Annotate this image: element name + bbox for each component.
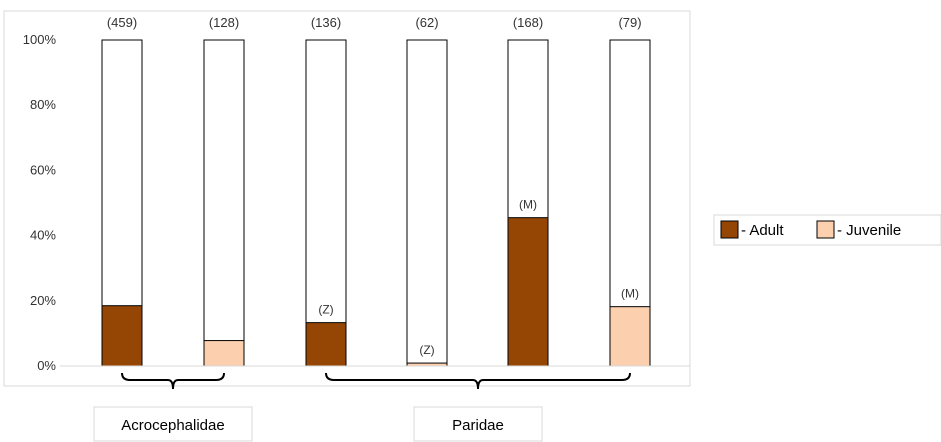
group-label-box [413,406,543,442]
y-tick-label: 100% [23,32,57,47]
bar-count-label: (168) [513,15,543,30]
bar-count-label: (136) [311,15,341,30]
bar-segment-juvenile [203,340,245,367]
bar-segment-juvenile [609,306,651,367]
y-tick-label: 40% [30,228,56,243]
group-bracket [121,372,225,390]
legend: - Adult - Juvenile [713,214,941,246]
bar-mark-label: (M) [621,287,639,301]
group-label-box [93,406,253,442]
bar-remainder [305,39,347,367]
legend-label-adult: - Adult [741,222,784,239]
bar-count-label: (128) [209,15,239,30]
y-tick-label: 80% [30,97,56,112]
group-bracket [325,372,631,390]
legend-swatch-juvenile [816,220,835,239]
bar-mark-label: (Z) [419,343,434,357]
y-tick-label: 60% [30,162,56,177]
bar-remainder [203,39,245,367]
bar-segment-adult [507,217,549,367]
bar-segment-adult [305,322,347,367]
bar-count-label: (62) [415,15,438,30]
legend-label-juvenile: - Juvenile [837,222,901,239]
bars: (459) (128) (136) (Z) (62) (Z) (168) (M) (79) (M) [60,15,690,367]
bar-mark-label: (M) [519,198,537,212]
bar-remainder [406,39,448,367]
legend-swatch-adult [720,220,739,239]
y-tick-label: 0% [37,358,56,373]
bar-count-label: (79) [618,15,641,30]
plot-area-frame [3,10,691,387]
group-label: Acrocephalidae [121,417,224,434]
bar-segment-adult [101,305,143,367]
y-tick-label: 20% [30,293,56,308]
group-label: Paridae [452,417,504,434]
group-brackets: Acrocephalidae Paridae [93,372,631,442]
bar-mark-label: (Z) [318,303,333,317]
bar-count-label: (459) [107,15,137,30]
y-axis: 0% 20% 40% 60% 80% 100% [23,32,57,373]
